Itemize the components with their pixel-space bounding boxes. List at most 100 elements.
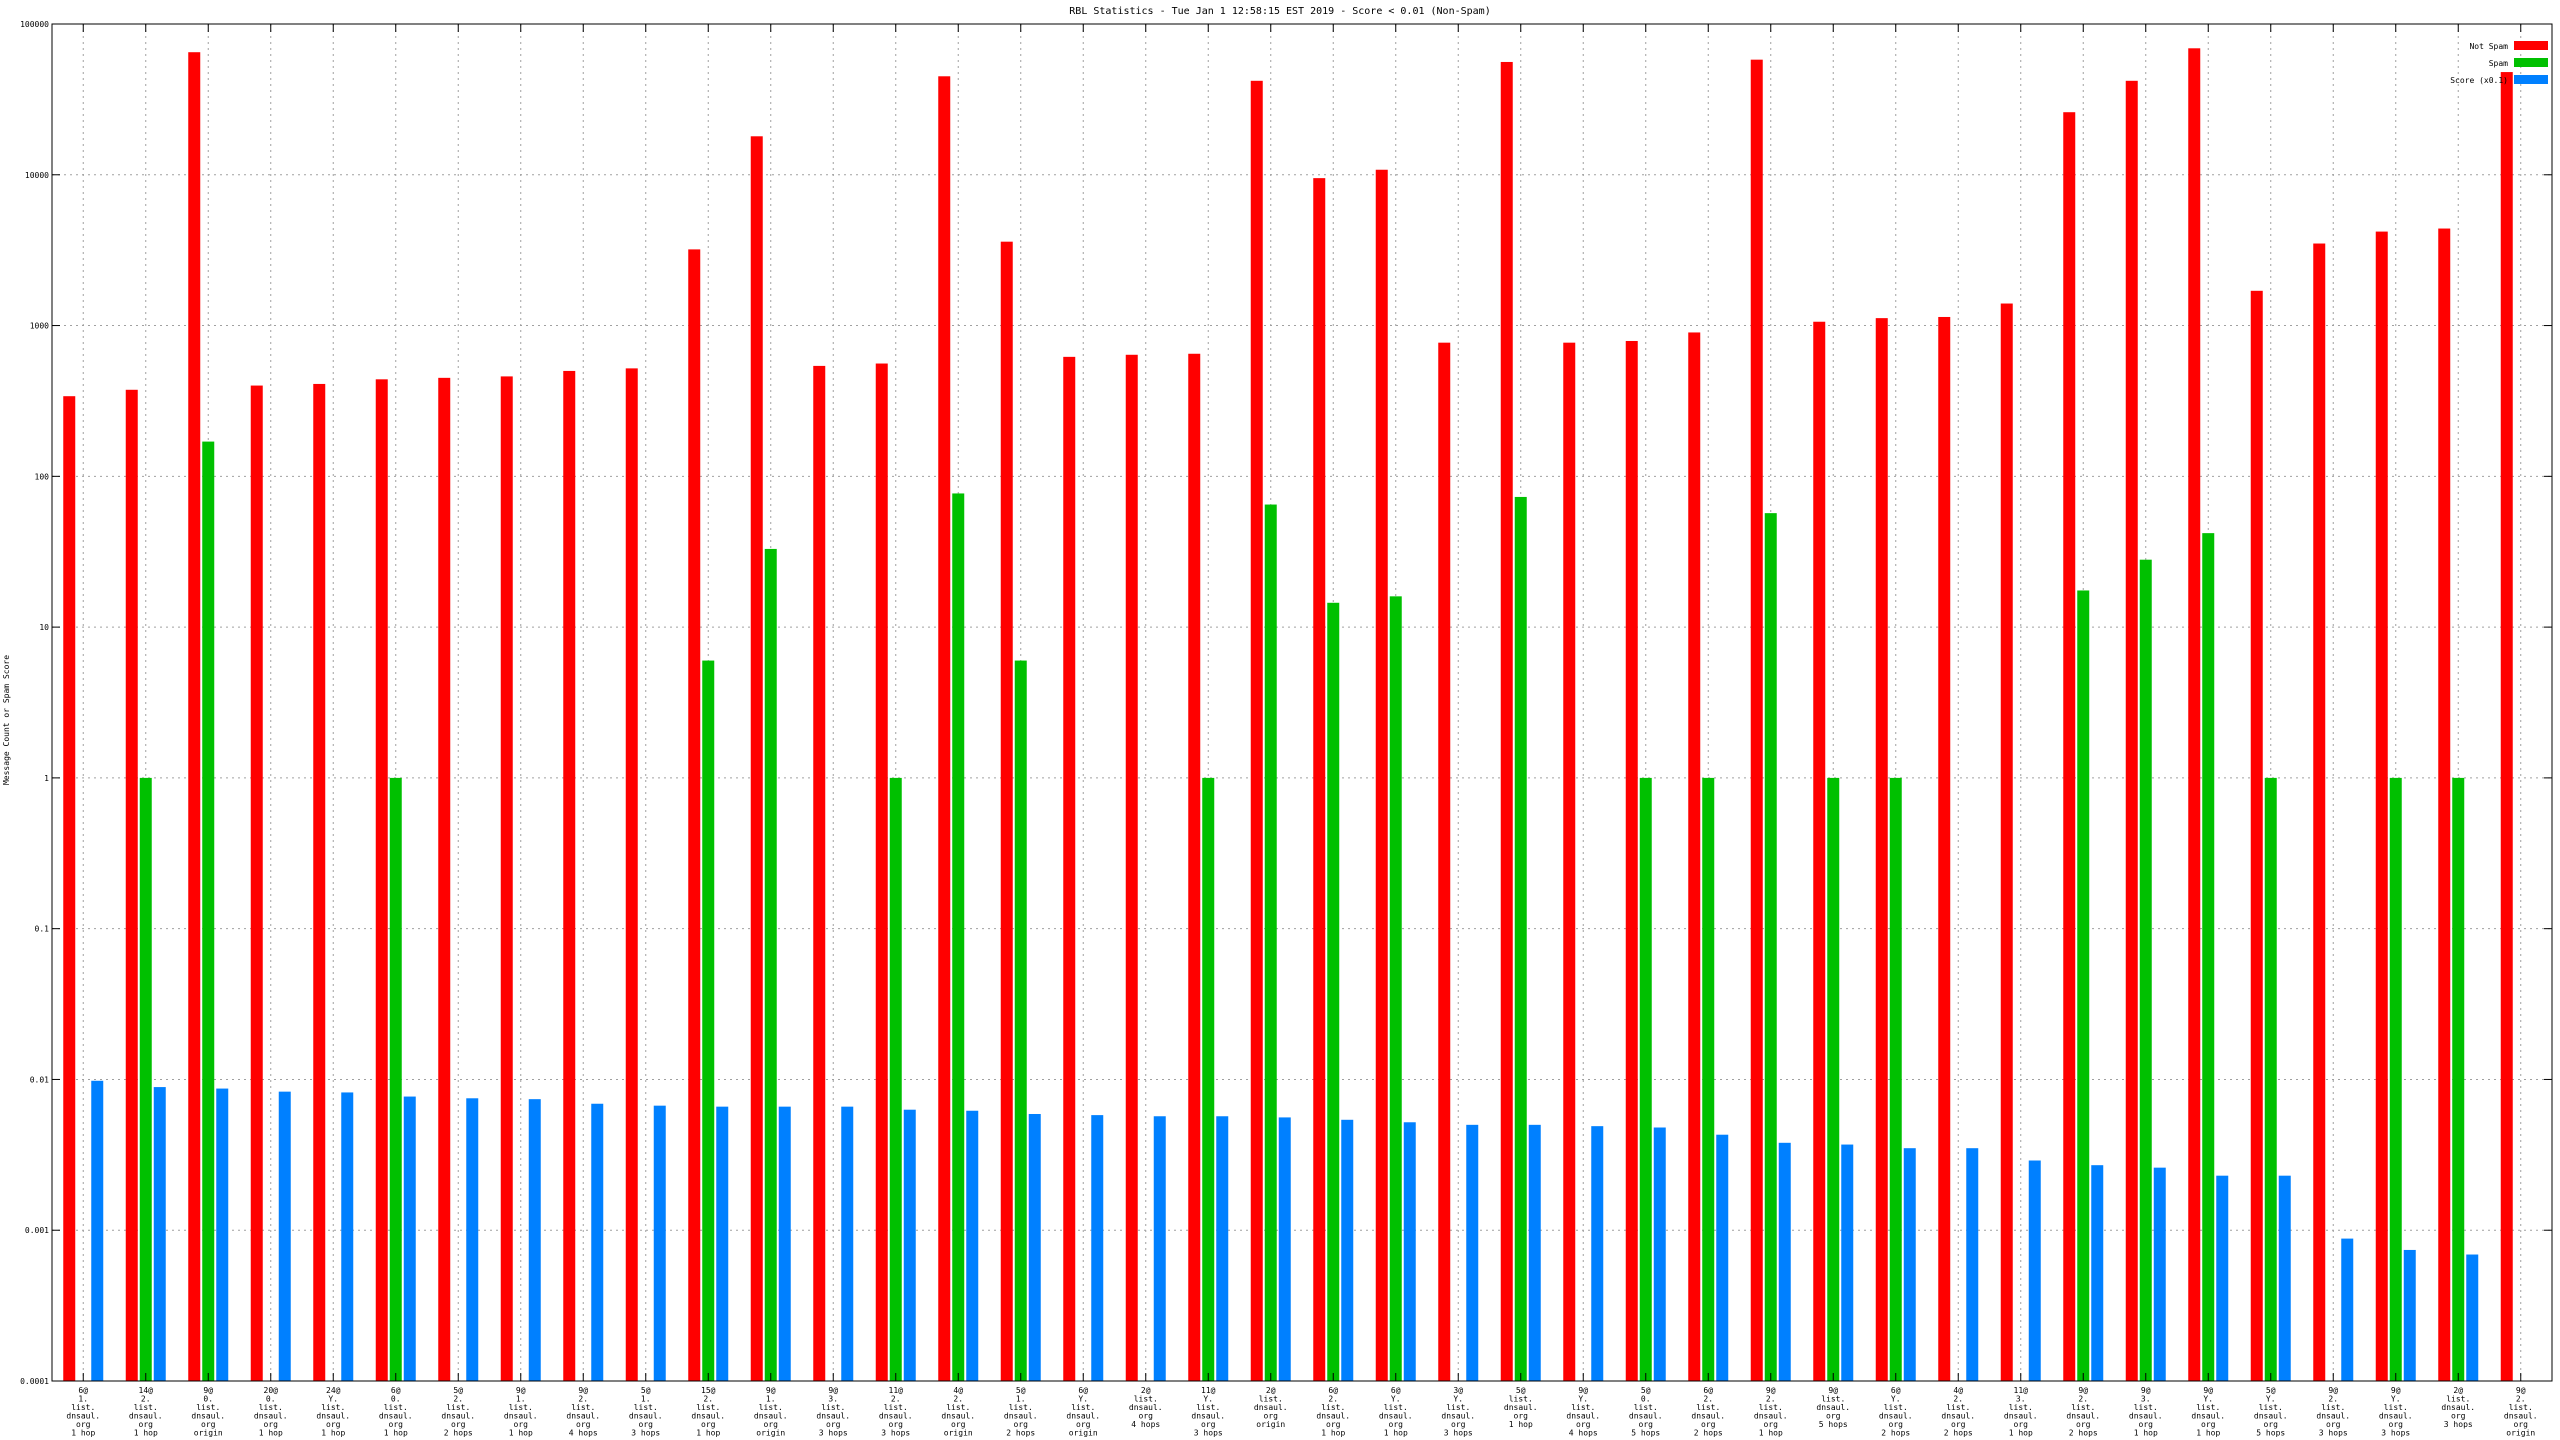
x-tick-label-line: 4@ <box>953 1386 963 1395</box>
x-tick-label-line: list. <box>259 1403 283 1412</box>
x-tick-label-line: 2 hops <box>1694 1429 1723 1438</box>
x-tick-label-line: dnsaul. <box>1316 1412 1350 1421</box>
x-tick-label-line: org <box>1139 1412 1154 1421</box>
bar-score-x0-1 <box>2403 1249 2416 1381</box>
x-tick-label-line: org <box>201 1420 216 1429</box>
bar-score-x0-1 <box>403 1096 416 1381</box>
x-tick-label-line: org <box>264 1420 279 1429</box>
x-tick-label-line: dnsaul. <box>1566 1412 1600 1421</box>
x-tick-label: 11@ 2. list. dnsaul. org 3 hops <box>879 1386 913 1438</box>
x-tick-label: 9@ list. dnsaul. org 5 hops <box>1816 1386 1850 1429</box>
x-tick-label-line: 11@ <box>889 1386 904 1395</box>
x-tick-label-line: 1 hop <box>321 1429 345 1438</box>
x-tick-label-line: 3. <box>2141 1395 2151 1404</box>
bar-not-spam <box>1125 354 1138 1381</box>
x-tick-label: 2@ list. dnsaul. org origin <box>1254 1386 1288 1429</box>
bar-score-x0-1 <box>528 1099 541 1381</box>
bar-not-spam <box>188 52 201 1382</box>
x-tick-label-line: org <box>2451 1412 2466 1421</box>
x-tick-label-line: 2. <box>2328 1395 2338 1404</box>
x-tick-label: 2@ list. dnsaul. org 3 hops <box>2441 1386 2475 1429</box>
x-tick-label-line: dnsaul. <box>129 1412 163 1421</box>
x-tick-label: 9@ Y. list. dnsaul. org 4 hops <box>1566 1386 1600 1438</box>
bar-not-spam <box>1688 332 1701 1381</box>
x-tick-label-line: org <box>764 1420 779 1429</box>
x-tick-label-line: 2. <box>1328 1395 1338 1404</box>
x-tick-label-line: 1 hop <box>259 1429 283 1438</box>
x-tick-label-line: org <box>1326 1420 1341 1429</box>
x-tick-label-line: org <box>1014 1420 1029 1429</box>
x-tick-label-line: list. <box>1446 1403 1470 1412</box>
x-tick-label-line: 9@ <box>2516 1386 2526 1395</box>
x-tick-label-line: 1 hop <box>71 1429 95 1438</box>
x-tick-label-line: list. <box>196 1403 220 1412</box>
x-tick-label: 9@ 2. list. dnsaul. org 1 hop <box>1754 1386 1788 1438</box>
x-tick-label-line: list. <box>2134 1403 2158 1412</box>
x-tick-label: 6@ Y. list. dnsaul. org 2 hops <box>1879 1386 1913 1438</box>
y-tick-label: 100 <box>35 472 50 481</box>
x-tick-label-line: dnsaul. <box>2316 1412 2350 1421</box>
x-tick-label-line: 2. <box>2516 1395 2526 1404</box>
x-tick-label-line: 6@ <box>1703 1386 1713 1395</box>
x-tick-label-line: 1 hop <box>1321 1429 1345 1438</box>
x-tick-label-line: 6@ <box>1328 1386 1338 1395</box>
x-tick-label-line: 5@ <box>641 1386 651 1395</box>
bar-not-spam <box>1000 241 1013 1382</box>
x-tick-label: 5@ 2. list. dnsaul. org 2 hops <box>441 1386 475 1438</box>
bar-score-x0-1 <box>153 1087 166 1381</box>
x-tick-label-line: dnsaul. <box>1254 1403 1288 1412</box>
x-tick-label-line: org <box>826 1420 841 1429</box>
x-tick-label: 5@ 1. list. dnsaul. org 2 hops <box>1004 1386 1038 1438</box>
bar-score-x0-1 <box>1716 1134 1729 1381</box>
x-tick-label-line: dnsaul. <box>191 1412 225 1421</box>
bar-not-spam <box>2188 48 2201 1382</box>
bar-score-x0-1 <box>2028 1160 2041 1381</box>
legend-swatch <box>2514 75 2548 84</box>
x-tick-label-line: list. <box>2071 1403 2095 1412</box>
x-tick-label-line: 5 hops <box>1631 1429 1660 1438</box>
x-tick-label-line: 2. <box>141 1395 151 1404</box>
x-tick-label: 5@ list. dnsaul. org 1 hop <box>1504 1386 1538 1429</box>
x-tick-label: 9@ 2. list. dnsaul. org 3 hops <box>2316 1386 2350 1438</box>
bar-score-x0-1 <box>1216 1116 1229 1381</box>
bar-not-spam <box>2000 303 2013 1381</box>
x-tick-label-line: 9@ <box>1578 1386 1588 1395</box>
x-tick-label: 6@ 2. list. dnsaul. org 2 hops <box>1691 1386 1725 1438</box>
x-tick-label: 3@ Y. list. dnsaul. org 3 hops <box>1441 1386 1475 1438</box>
x-tick-label-line: 9@ <box>578 1386 588 1395</box>
bar-score-x0-1 <box>1341 1119 1354 1381</box>
x-tick-label-line: org <box>139 1420 154 1429</box>
x-tick-label-line: dnsaul. <box>1129 1403 1163 1412</box>
x-tick-label-line: 4 hops <box>569 1429 598 1438</box>
x-tick-label-line: 5@ <box>2266 1386 2276 1395</box>
bar-spam <box>1639 777 1652 1381</box>
x-tick-label-line: list. <box>1821 1395 1845 1404</box>
x-tick-label-line: 20@ <box>264 1386 279 1395</box>
bar-score-x0-1 <box>2278 1175 2291 1381</box>
x-tick-label-line: Y. <box>1578 1395 1588 1404</box>
x-tick-label-line: list. <box>1946 1403 1970 1412</box>
x-tick-label-line: 4 hops <box>1569 1429 1598 1438</box>
x-tick-label-line: list. <box>134 1403 158 1412</box>
bar-score-x0-1 <box>716 1106 729 1381</box>
x-tick-label: 11@ Y. list. dnsaul. org 3 hops <box>1191 1386 1225 1438</box>
bar-spam <box>1764 513 1777 1381</box>
x-tick-label-line: dnsaul. <box>566 1412 600 1421</box>
bar-score-x0-1 <box>1778 1142 1791 1381</box>
bar-spam <box>1202 777 1215 1381</box>
bar-not-spam <box>2313 243 2326 1381</box>
bar-score-x0-1 <box>778 1106 791 1381</box>
x-tick-label-line: dnsaul. <box>2254 1412 2288 1421</box>
bar-spam <box>389 777 402 1381</box>
x-tick-label-line: dnsaul. <box>1504 1403 1538 1412</box>
y-tick-label: 10000 <box>25 171 49 180</box>
x-tick-label-line: list. <box>1884 1403 1908 1412</box>
x-tick-label-line: list. <box>2259 1403 2283 1412</box>
x-tick-label: 6@ 2. list. dnsaul. org 1 hop <box>1316 1386 1350 1438</box>
x-tick-label-line: dnsaul. <box>1004 1412 1038 1421</box>
x-tick-label: 6@ 0. list. dnsaul. org 1 hop <box>379 1386 413 1438</box>
x-tick-label-line: Y. <box>1078 1395 1088 1404</box>
bar-score-x0-1 <box>1028 1113 1041 1381</box>
x-tick-label-line: 2. <box>1703 1395 1713 1404</box>
bar-spam <box>764 548 777 1381</box>
